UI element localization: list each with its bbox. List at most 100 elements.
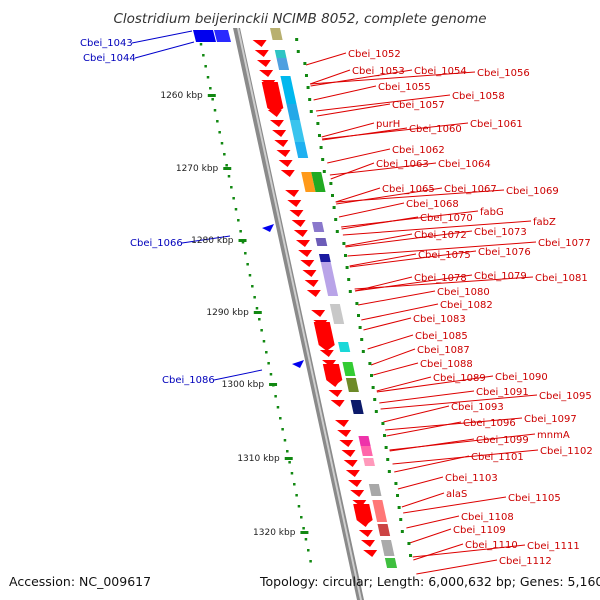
scale-dot [255,307,259,310]
cog-block [377,524,391,536]
cog-block [342,362,356,376]
gene-forward-arrow [274,140,289,147]
cog-block [368,484,382,496]
gc-dot [316,122,320,125]
right-gene-label: Cbei_1057 [392,100,445,111]
cog-block [381,540,395,556]
cog-block [360,446,373,456]
gene-labels: Cbei_1043 Cbei_1044 Cbei_1066 Cbei_1086 Cbei… [80,38,593,567]
right-leader-line [416,559,498,575]
right-gene-label: Cbei_1082 [440,300,493,311]
gc-dot [394,482,398,485]
right-gene-label: Cbei_1063 [376,159,429,170]
scale-dot [199,43,203,46]
gc-dot [399,518,403,521]
right-gene-label: Cbei_1105 [508,493,561,504]
gene-forward-block [261,82,284,114]
scale-dot [237,219,240,222]
right-leader-line [413,543,464,561]
gc-dot [342,242,346,245]
cog-block [311,172,326,192]
scale-dot [213,109,217,112]
scale-dot [288,461,291,464]
gene-forward-arrow [287,200,302,207]
right-gene-label: Cbei_1060 [409,124,462,135]
cog-block [270,28,283,40]
gene-forward-arrow [321,360,336,367]
right-gene-label: Cbei_1083 [413,314,466,325]
cog-block [345,378,359,392]
gene-forward-arrow [278,160,293,167]
right-gene-label: Cbei_1090 [495,372,548,383]
right-gene-label: alaS [446,489,467,500]
right-leader-line [397,476,444,490]
gene-features [193,28,398,568]
scale-dot [253,296,256,299]
gc-skew-track [295,38,413,557]
gene-forward-arrow [311,310,326,317]
right-gene-label: Cbei_1080 [437,287,490,298]
gene-forward-arrow [328,390,343,397]
scale-track: 1260 kbp 1270 kbp 1280 kbp 1290 kbp 1300 kbp… [160,32,312,563]
scale-dot [225,164,228,167]
right-gene-label: Cbei_1076 [478,247,531,258]
scale-dot [227,175,231,178]
gene-forward-arrow [289,210,304,217]
gene-forward-arrow [306,290,321,297]
scale-dot [281,428,284,431]
scale-dot [218,131,221,134]
gc-dot [306,86,310,89]
gene-forward-arrow [295,240,310,247]
scale-dot [230,186,233,189]
scale-label: 1260 kbp [160,91,203,101]
scale-dot [300,516,303,519]
gc-dot [400,530,404,533]
scale-dot [246,263,249,266]
scale-major-tick [300,531,309,534]
right-gene-label: Cbei_1069 [506,186,559,197]
gene-forward-arrow [350,490,365,497]
right-gene-label: Cbei_1101 [471,452,524,463]
scale-dot [302,527,305,530]
cog-block [372,500,388,522]
right-leader-line [403,496,507,514]
right-leader-line [315,94,451,112]
gc-dot [373,398,377,401]
scale-dot [297,505,301,508]
gc-dot [368,362,372,365]
scale-major-tick [284,457,293,460]
scale-dot [276,406,280,409]
gene-reverse-arrow [292,360,304,368]
right-leader-line [327,148,391,164]
gene-forward-arrow [361,540,376,547]
right-gene-label: Cbei_1052 [348,49,401,60]
right-leader-line [376,375,494,393]
right-gene-label: Cbei_1097 [524,414,577,425]
right-gene-label: Cbei_1065 [382,184,435,195]
gene-forward-arrow [302,270,317,277]
left-gene-label: Cbei_1066 [130,238,183,249]
gc-dot [384,446,388,449]
right-gene-label: Cbei_1061 [470,119,523,130]
gene-forward-arrow [269,120,284,127]
right-gene-label: Cbei_1089 [433,373,486,384]
right-gene-label: Cbei_1103 [445,473,498,484]
gene-forward-arrow [334,420,349,427]
scale-dot [258,318,261,321]
gc-dot [309,110,313,113]
gene-forward-arrow [352,500,367,507]
right-leader-line [335,189,505,203]
right-leader-line [409,528,452,544]
gene-reverse [214,30,231,42]
scale-dot [304,538,308,541]
right-gene-label: Cbei_1078 [414,273,467,284]
scale-dot [251,285,254,288]
gc-dot [387,470,391,473]
right-leader-line [354,274,473,292]
scale-dot [211,98,214,101]
right-leader-line [313,85,377,101]
topology-text: Topology: circular; Length: 6,000,632 bp… [259,574,600,589]
gene-reverse-arrow [262,224,274,232]
gene-forward-arrow [358,530,373,537]
right-leader-line [401,492,445,508]
